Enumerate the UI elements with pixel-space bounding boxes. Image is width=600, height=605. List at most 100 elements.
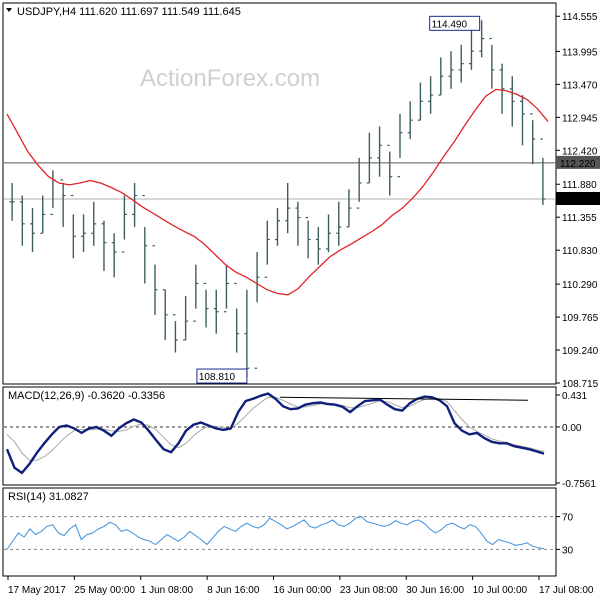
ohlc-bar <box>438 57 444 96</box>
x-tick-label: 16 Jun 00:00 <box>274 585 332 596</box>
ohlc-bar <box>275 208 280 246</box>
ohlc-bar <box>489 37 495 89</box>
ohlc-bar <box>530 113 536 165</box>
price-y-tick-label: 113.470 <box>562 80 598 91</box>
ohlc-bar <box>234 282 240 353</box>
ohlc-bar <box>417 82 423 121</box>
high-annotation-label: 114.490 <box>432 19 468 30</box>
ohlc-bar <box>193 264 199 322</box>
current-price-tag-label: 111.645 <box>560 195 595 206</box>
ohlc-bar <box>387 144 393 196</box>
low-annotation-box <box>196 368 248 384</box>
ohlc-bar <box>519 95 525 146</box>
ohlc-bar <box>101 220 107 271</box>
ohlc-bar <box>458 44 464 83</box>
price-y-tick-label: 114.555 <box>562 12 598 23</box>
rsi-y-tick-label: 70 <box>562 513 574 524</box>
ohlc-bar <box>40 195 46 234</box>
ohlc-bar <box>223 264 229 313</box>
macd-y-tick-label: -0.7561 <box>562 479 596 490</box>
rsi-panel <box>4 516 555 550</box>
ohlc-bar <box>9 182 15 221</box>
ohlc-bar <box>152 245 158 315</box>
x-tick-label: 23 Jun 08:00 <box>340 585 398 596</box>
ohlc-bar <box>315 226 321 265</box>
ohlc-bar <box>203 282 209 328</box>
ohlc-bar <box>305 216 311 259</box>
macd-signal-line <box>6 396 545 461</box>
ohlc-bar <box>346 189 352 228</box>
price-y-tick-label: 108.715 <box>562 379 599 390</box>
level-tag-label: 112.220 <box>560 159 596 170</box>
price-y-tick-label: 109.240 <box>562 346 599 357</box>
ohlc-bar <box>70 194 76 259</box>
price-panel: 114.490 108.810 <box>4 15 555 384</box>
ohlc-bar <box>295 201 301 246</box>
ohlc-bar <box>162 289 168 340</box>
ohlc-bar <box>326 214 332 253</box>
price-y-tick-label: 110.290 <box>562 280 598 291</box>
ohlc-bar <box>172 314 178 353</box>
ohlc-bar <box>213 289 219 334</box>
x-tick-label: 17 Jul 08:00 <box>539 585 594 596</box>
price-y-tick-label: 109.765 <box>562 313 599 324</box>
x-tick-label: 25 May 00:00 <box>74 585 135 596</box>
dropdown-arrow-icon[interactable] <box>6 8 12 12</box>
ohlc-bar <box>264 220 270 278</box>
price-y-tick-label: 113.995 <box>562 47 598 58</box>
ohlc-bar <box>183 296 189 341</box>
low-annotation-label: 108.810 <box>199 372 236 383</box>
watermark: ActionForex.com <box>140 65 320 92</box>
price-y-tick-label: 110.830 <box>562 246 598 257</box>
ohlc-bar <box>121 195 127 253</box>
ohlc-bar <box>111 233 117 278</box>
macd-panel <box>4 392 555 475</box>
price-y-tick-label: 112.420 <box>562 146 598 157</box>
price-y-tick-label: 111.880 <box>562 180 597 191</box>
current-price-tag-box <box>556 191 600 205</box>
ohlc-bar <box>509 76 515 127</box>
x-tick-label: 1 Jun 08:00 <box>141 585 194 596</box>
macd-y-tick-label: 0.00 <box>562 423 582 434</box>
price-y-tick-label: 111.355 <box>562 213 597 224</box>
high-annotation-box <box>429 15 481 31</box>
x-tick-label: 8 Jun 16:00 <box>207 585 260 596</box>
ohlc-bar <box>366 132 372 184</box>
ohlc-bar <box>377 126 383 177</box>
rsi-line <box>6 516 545 550</box>
ohlc-bar <box>397 113 403 178</box>
ohlc-bar <box>428 76 434 114</box>
rsi-header: RSI(14) 31.0827 <box>8 491 89 503</box>
macd-trendline <box>279 396 529 401</box>
macd-y-tick-label: 0.431 <box>562 391 587 402</box>
rsi-y-tick-label: 30 <box>562 545 574 556</box>
ohlc-bar <box>336 201 342 246</box>
macd-header: MACD(12,26,9) -0.3620 -0.3356 <box>8 390 165 402</box>
macd-line <box>5 392 545 475</box>
ohlc-bar <box>132 182 138 227</box>
rsi-panel-frame <box>2 487 557 577</box>
ohlc-bar <box>30 208 36 253</box>
ohlc-bar <box>285 182 291 234</box>
ohlc-bar <box>448 51 454 89</box>
ohlc-bar <box>81 214 87 253</box>
ohlc-bar <box>254 252 260 369</box>
ohlc-bar <box>19 195 25 246</box>
ohlc-bar <box>142 194 148 284</box>
ohlc-bar <box>479 20 485 58</box>
axes-layer: 114.555 113.995 113.470 112.945 112.420 111.8… <box>7 12 600 596</box>
x-tick-label: 30 Jun 16:00 <box>406 585 464 596</box>
ohlc-bar <box>407 101 413 140</box>
price-y-tick-label: 112.945 <box>562 113 598 124</box>
price-header: USDJPY,H4 111.620 111.697 111.549 111.64… <box>17 6 241 18</box>
x-tick-label: 17 May 2017 <box>8 585 66 596</box>
ohlc-bar <box>468 25 474 70</box>
moving-average-line <box>6 88 549 296</box>
ohlc-bar <box>356 157 362 209</box>
ohlc-bar <box>244 289 250 378</box>
ohlc-bar <box>60 179 66 227</box>
ohlc-bar <box>499 63 505 114</box>
ohlc-bar <box>540 138 546 206</box>
